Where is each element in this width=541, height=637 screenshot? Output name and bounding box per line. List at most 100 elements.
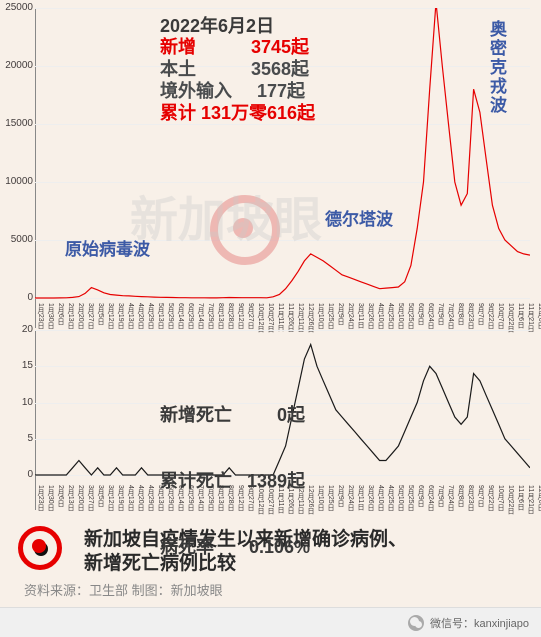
x-tick: 11月6日	[515, 303, 525, 333]
total-cases-row: 累计 131万零616起	[160, 102, 315, 124]
x-tick: 12月11日	[295, 303, 305, 333]
death-info: 新增死亡 0起 累计死亡 1389起 病死率 0.106%	[160, 360, 310, 602]
imported-value: 177起	[257, 81, 305, 101]
x-tick: 2月6日	[55, 485, 65, 515]
x-tick: 4月13日	[125, 303, 135, 333]
x-tick: 9月7日	[475, 303, 485, 333]
death-rate-value: 0.106%	[249, 537, 310, 557]
x-tick: 1月10日	[315, 485, 325, 515]
y-tick: 10	[3, 397, 33, 408]
new-deaths-row: 新增死亡 0起	[160, 404, 310, 426]
wave-delta: 德尔塔波	[325, 205, 393, 230]
x-tick: 2月6日	[55, 303, 65, 333]
x-tick: 10月22日	[505, 303, 515, 333]
wechat-label: 微信号：kanxinjiapo	[430, 615, 529, 631]
wechat-bar: 微信号：kanxinjiapo	[0, 607, 541, 637]
x-tick: 1月25日	[325, 303, 335, 333]
local-label: 本土	[160, 59, 196, 79]
x-tick: 3月19日	[115, 485, 125, 515]
x-tick: 7月24日	[445, 303, 455, 333]
x-tick: 10月22日	[505, 485, 515, 515]
x-tick: 9月7日	[475, 485, 485, 515]
x-tick: 10月7日	[495, 485, 505, 515]
x-tick: 2月9日	[335, 485, 345, 515]
x-tick: 11月21日	[525, 303, 535, 333]
x-tick: 3月27日	[85, 303, 95, 333]
x-tick: 7月14日	[195, 303, 205, 333]
watermark-logo	[210, 195, 280, 265]
x-tick: 2月13日	[65, 303, 75, 333]
local-cases-row: 本土 3568起	[160, 58, 315, 80]
imported-label: 境外输入	[160, 81, 232, 101]
x-tick: 4月25日	[385, 485, 395, 515]
x-tick: 4月29日	[145, 303, 155, 333]
x-tick: 12月6日	[535, 485, 541, 515]
x-tick: 2月24日	[345, 303, 355, 333]
y-tick: 0	[3, 469, 33, 480]
x-tick: 6月24日	[425, 303, 435, 333]
chart-container: 新加坡眼 0500010000150002000025000 1月23日1月30…	[0, 0, 541, 637]
y-tick: 0	[3, 292, 33, 303]
x-tick: 1月10日	[315, 303, 325, 333]
x-tick: 2月20日	[75, 303, 85, 333]
death-rate-label: 病死率	[160, 537, 214, 557]
x-tick: 7月9日	[435, 485, 445, 515]
new-label: 新增	[160, 37, 196, 57]
x-tick: 9月22日	[485, 303, 495, 333]
y-tick: 15	[3, 360, 33, 371]
x-tick: 1月30日	[45, 485, 55, 515]
x-tick: 11月11日	[275, 303, 285, 333]
x-tick: 11月6日	[515, 485, 525, 515]
x-tick: 7月29日	[205, 303, 215, 333]
x-tick: 4月20日	[135, 303, 145, 333]
y-tick: 10000	[3, 176, 33, 187]
x-tick: 2月13日	[65, 485, 75, 515]
x-tick: 10月12日	[255, 303, 265, 333]
total-deaths-row: 累计死亡 1389起	[160, 470, 310, 492]
y-tick: 20000	[3, 60, 33, 71]
y-tick: 15000	[3, 118, 33, 129]
y-tick: 5	[3, 433, 33, 444]
x-tick: 4月20日	[135, 485, 145, 515]
y-tick: 5000	[3, 234, 33, 245]
total-deaths-value: 1389起	[247, 471, 305, 491]
x-tick: 3月12日	[105, 303, 115, 333]
x-tick: 3月27日	[85, 485, 95, 515]
x-tick: 8月23日	[465, 485, 475, 515]
new-deaths-label: 新增死亡	[160, 405, 232, 425]
x-tick: 5月10日	[395, 303, 405, 333]
x-tick: 2月24日	[345, 485, 355, 515]
death-rate-row: 病死率 0.106%	[160, 536, 310, 558]
x-tick: 3月5日	[95, 485, 105, 515]
x-tick: 3月12日	[105, 485, 115, 515]
x-tick: 6月29日	[185, 303, 195, 333]
x-tick: 4月10日	[375, 303, 385, 333]
wave-omicron: 奥密克戎波	[484, 20, 509, 115]
x-tick: 3月26日	[365, 303, 375, 333]
x-tick: 8月28日	[225, 303, 235, 333]
x-tick: 5月10日	[395, 485, 405, 515]
x-tick: 6月9日	[415, 303, 425, 333]
x-tick: 1月30日	[45, 303, 55, 333]
x-tick: 5月25日	[405, 485, 415, 515]
x-tick: 12月6日	[535, 303, 541, 333]
y-tick: 20	[3, 324, 33, 335]
x-tick: 8月13日	[215, 303, 225, 333]
x-tick: 3月5日	[95, 303, 105, 333]
info-date: 2022年6月2日	[160, 12, 274, 38]
x-tick: 3月11日	[355, 485, 365, 515]
x-tick: 1月23日	[35, 303, 45, 333]
x-tick: 9月22日	[485, 485, 495, 515]
x-tick: 7月9日	[435, 303, 445, 333]
x-tick: 8月8日	[455, 303, 465, 333]
x-tick: 5月29日	[165, 303, 175, 333]
x-tick: 12月26日	[305, 303, 315, 333]
x-tick: 1月25日	[325, 485, 335, 515]
x-tick: 11月21日	[525, 485, 535, 515]
x-tick: 5月25日	[405, 303, 415, 333]
x-tick: 7月24日	[445, 485, 455, 515]
x-tick: 8月8日	[455, 485, 465, 515]
x-tick: 4月13日	[125, 485, 135, 515]
total-deaths-label: 累计死亡	[160, 471, 232, 491]
new-value: 3745起	[251, 37, 309, 57]
